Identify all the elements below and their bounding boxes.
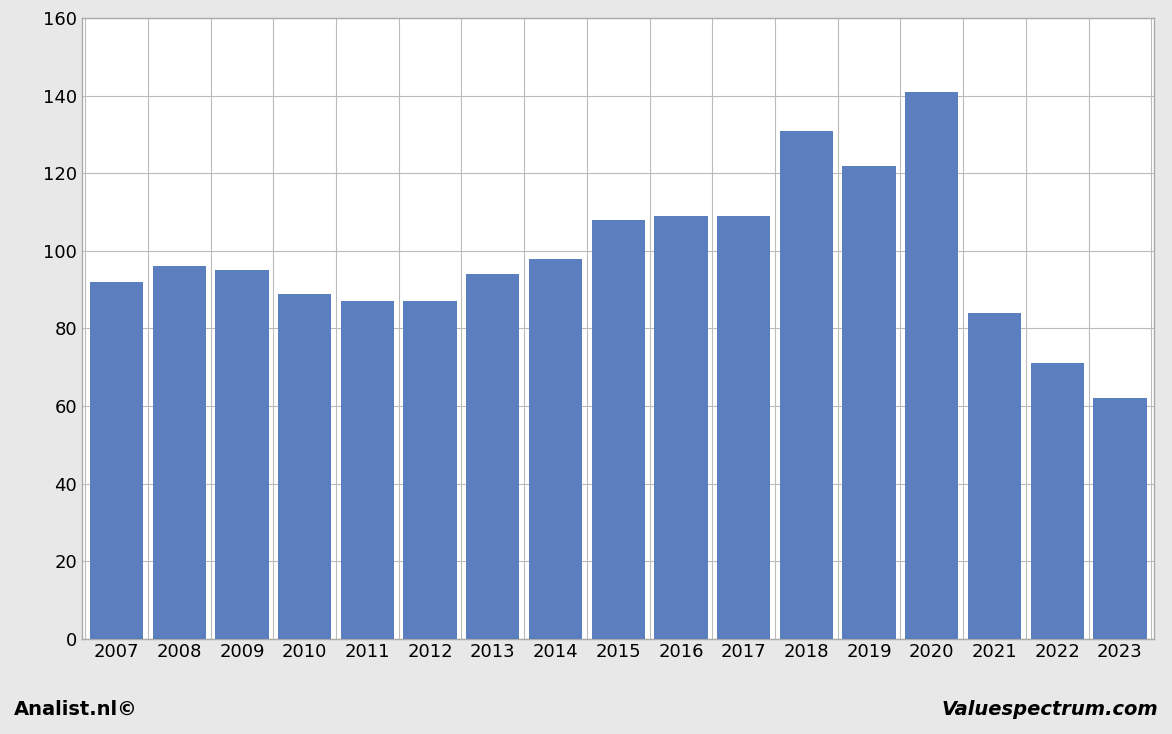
Bar [968,313,1021,639]
Bar [466,275,519,639]
Bar [529,258,582,639]
Bar [779,131,833,639]
Bar [592,220,645,639]
Bar [717,216,770,639]
Bar [90,282,143,639]
Bar [1030,363,1084,639]
Text: Analist.nl©: Analist.nl© [14,700,138,719]
Bar [152,266,206,639]
Bar [278,294,332,639]
Bar [654,216,708,639]
Bar [341,302,394,639]
Bar [905,92,959,639]
Bar [403,302,457,639]
Text: Valuespectrum.com: Valuespectrum.com [941,700,1158,719]
Bar [216,270,268,639]
Bar [843,166,895,639]
Bar [1093,399,1146,639]
